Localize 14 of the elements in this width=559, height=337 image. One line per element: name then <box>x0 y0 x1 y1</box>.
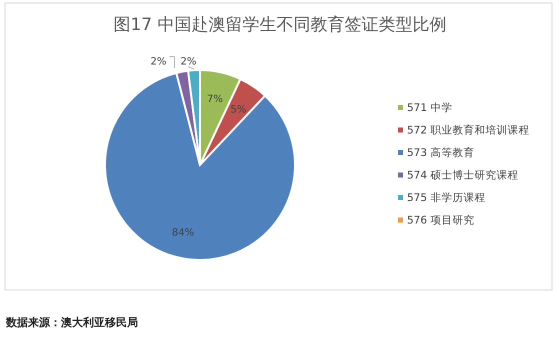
chart-title: 图17 中国赴澳留学生不同教育签证类型比例 <box>113 15 447 35</box>
data-label: 2% <box>150 56 166 68</box>
data-label: 84% <box>172 227 194 238</box>
legend-label: 573 高等教育 <box>407 146 474 159</box>
pie-slice <box>187 69 201 166</box>
legend-label: 575 非学历课程 <box>407 191 486 204</box>
legend-label: 576 项目研究 <box>407 214 474 226</box>
data-label: 5% <box>230 104 246 116</box>
data-label: 7% <box>206 94 223 106</box>
legend-label: 572 职业教育和培训课程 <box>407 124 530 136</box>
data-label: 2% <box>180 56 196 68</box>
legend-label: 574 硕士博士研究课程 <box>407 168 518 182</box>
legend-label: 571 中学 <box>407 101 452 114</box>
source-note: 数据来源：澳大利亚移民局 <box>5 316 138 329</box>
